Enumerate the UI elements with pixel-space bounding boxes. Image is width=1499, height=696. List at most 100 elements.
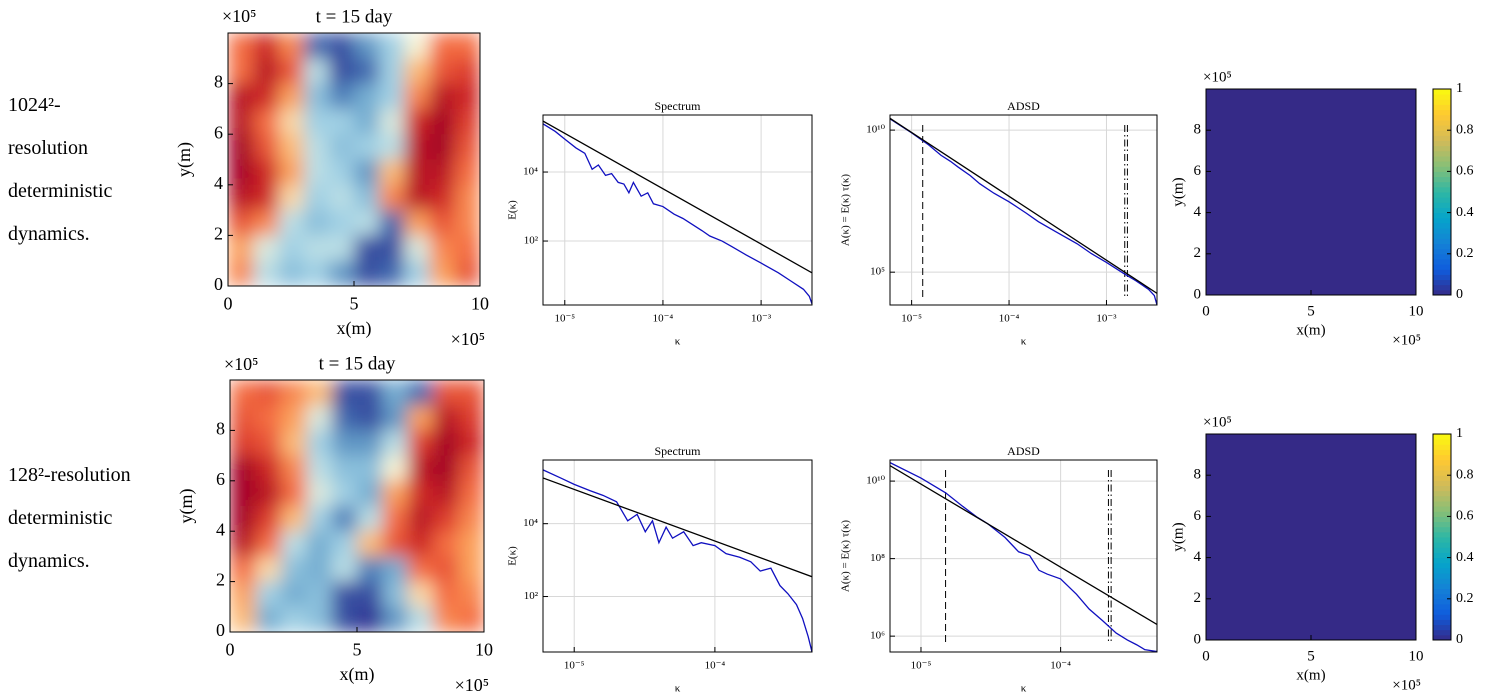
x-axis-label: κ [1021, 683, 1027, 695]
heatmap-cell [433, 430, 460, 457]
heatmap-cell [382, 531, 409, 557]
heatmap-cell [379, 33, 405, 59]
heatmap-cell [306, 480, 333, 507]
heatmap-cell [379, 83, 405, 110]
heatmap-cell [454, 235, 480, 262]
heatmap-cell [278, 260, 305, 286]
y-axis-label: y(m) [1170, 177, 1186, 206]
colorbar-swatch [1433, 542, 1451, 548]
heatmap-cell [255, 430, 282, 457]
axes-frame [1205, 433, 1417, 641]
heatmap-cell [429, 108, 456, 135]
series-line [543, 477, 812, 578]
heatmap-cell [278, 210, 305, 236]
y-tick-label: 8 [214, 72, 223, 92]
heatmap-cell [331, 506, 358, 532]
heatmap-cell [331, 531, 358, 557]
series-line [543, 123, 812, 305]
heatmap-cell [306, 556, 333, 583]
heatmap-cell [255, 556, 282, 583]
heatmap-cell [382, 430, 409, 457]
heatmap-cell [404, 184, 431, 211]
heatmap-cell [354, 134, 380, 160]
colorbar-swatch [1433, 119, 1451, 126]
colorbar-tick-label: 0.8 [1456, 467, 1474, 482]
heatmap-cell [458, 581, 484, 608]
row-label-line: dynamics. [8, 550, 90, 572]
heatmap-cell [404, 210, 431, 236]
row-label-line: 128²-resolution [8, 464, 131, 486]
heatmap-cell [228, 108, 254, 135]
heatmap-cell [278, 159, 305, 186]
y-tick-label: 10⁴ [523, 517, 538, 529]
colorbar-swatch [1433, 609, 1451, 615]
heatmap-cell [228, 260, 254, 286]
y-multiplier: ×10⁵ [1203, 414, 1232, 430]
heatmap-cell [255, 581, 282, 608]
heatmap-cell [354, 184, 380, 211]
y-tick-label: 4 [1194, 549, 1202, 565]
heatmap-cell [253, 108, 279, 135]
heatmap-cell [255, 506, 282, 532]
heatmap-cell [253, 260, 279, 286]
heatmap-cell [1206, 434, 1416, 640]
heatmap-cell [379, 58, 405, 85]
heatmap-cell [306, 405, 333, 431]
colorbar-swatch [1433, 186, 1451, 193]
y-tick-label: 10¹⁰ [866, 124, 885, 136]
heatmap-cell [454, 33, 480, 59]
x-tick-label: 10 [1409, 303, 1424, 319]
y-multiplier: ×10⁵ [224, 354, 258, 374]
heatmap-cell [280, 506, 307, 532]
heatmap-cell [458, 455, 484, 482]
heatmap-cell [382, 506, 409, 532]
heatmap-cell [433, 606, 460, 632]
colorbar-swatch [1433, 269, 1451, 275]
series-line [543, 469, 812, 652]
heatmap-cell [433, 581, 460, 608]
heatmap-cell [303, 210, 330, 236]
heatmap-cells [1206, 434, 1416, 640]
x-tick-label: 10⁻³ [1096, 312, 1117, 324]
colorbar-swatch [1433, 547, 1451, 553]
colorbar-swatch [1433, 619, 1451, 626]
heatmap-cell [404, 33, 431, 59]
heatmap-cell [357, 531, 383, 557]
y-tick-label: 10² [524, 590, 539, 602]
y-axis-label: y(m) [174, 142, 195, 177]
heatmap-cell [429, 235, 456, 262]
heatmap-cell [433, 531, 460, 557]
axes-frame [227, 32, 481, 287]
colorbar-swatch [1433, 150, 1451, 157]
heatmap-cell [328, 260, 355, 286]
heatmap-cell [228, 159, 254, 186]
heatmap-cell [230, 531, 256, 557]
heatmap-cell [328, 83, 355, 110]
colorbar-swatch [1433, 444, 1451, 450]
colorbar-swatch [1433, 583, 1451, 589]
x-tick-label: 10⁻⁵ [564, 659, 585, 671]
colorbar-swatch [1433, 552, 1451, 559]
heatmap-cell [230, 506, 256, 532]
y-tick-label: 6 [1194, 163, 1202, 179]
heatmap-cell [379, 159, 405, 186]
heatmap-cell [280, 430, 307, 457]
heatmap-cell [454, 83, 480, 110]
heatmap-cell [354, 83, 380, 110]
y-tick-label: 4 [214, 173, 223, 193]
heatmap-cell [454, 210, 480, 236]
colorbar-tick-label: 0 [1456, 287, 1463, 302]
colorbar-swatch [1433, 238, 1451, 244]
colorbar-swatch [1433, 289, 1451, 296]
colorbar-swatch [1433, 598, 1451, 605]
colorbar-swatch [1433, 449, 1451, 456]
colorbar-swatch [1433, 284, 1451, 291]
heatmap-cell [354, 210, 380, 236]
colorbar-tick-label: 0.8 [1456, 122, 1474, 137]
series-line [890, 117, 1157, 294]
heatmap-cell [379, 184, 405, 211]
heatmap-cell [454, 108, 480, 135]
heatmap [228, 33, 480, 286]
colorbar-swatch [1433, 475, 1451, 481]
colorbar-swatch [1433, 248, 1451, 255]
